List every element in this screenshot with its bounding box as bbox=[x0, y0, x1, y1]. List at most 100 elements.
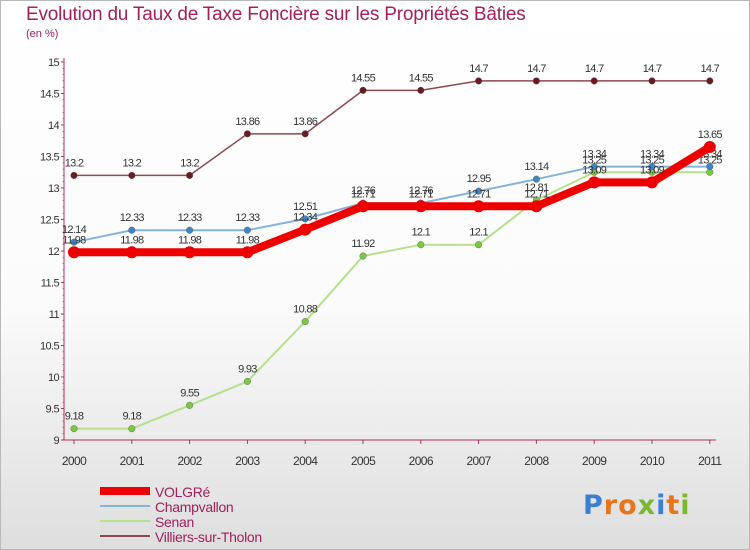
data-point-senan bbox=[301, 318, 309, 326]
data-point-champvallon bbox=[590, 163, 598, 171]
data-label-volgr-: 12.71 bbox=[524, 188, 549, 200]
y-tick-label: 10 bbox=[48, 372, 60, 384]
data-point-senan bbox=[70, 425, 78, 433]
data-point-volgr- bbox=[530, 200, 543, 213]
data-label-champvallon: 12.14 bbox=[62, 224, 87, 236]
data-point-volgr- bbox=[472, 200, 485, 213]
data-label-champvallon: 12.33 bbox=[178, 212, 203, 224]
data-label-senan: 12.1 bbox=[469, 227, 488, 239]
series-line-villiers-sur-tholon bbox=[73, 80, 711, 177]
x-tick-label: 2011 bbox=[698, 454, 722, 468]
data-point-villiers-sur-tholon bbox=[648, 77, 656, 85]
logo-letter: o bbox=[618, 490, 638, 521]
data-label-senan: 9.93 bbox=[238, 363, 257, 375]
data-label-volgr-: 11.98 bbox=[178, 234, 202, 246]
data-label-volgr-: 11.98 bbox=[236, 234, 260, 246]
y-tick-label: 10.5 bbox=[40, 341, 59, 353]
data-label-senan: 12.81 bbox=[524, 182, 549, 194]
data-label-volgr-: 13.09 bbox=[640, 164, 665, 176]
data-point-villiers-sur-tholon bbox=[417, 86, 425, 94]
data-point-volgr- bbox=[183, 246, 196, 259]
data-label-villiers-sur-tholon: 13.86 bbox=[235, 116, 260, 128]
chart-title: Evolution du Taux de Taxe Foncière sur l… bbox=[26, 4, 526, 25]
data-point-champvallon bbox=[706, 163, 714, 171]
y-tick-label: 13.5 bbox=[40, 152, 59, 164]
data-label-senan: 9.18 bbox=[122, 411, 141, 423]
data-point-villiers-sur-tholon bbox=[590, 77, 598, 85]
data-label-villiers-sur-tholon: 13.2 bbox=[65, 157, 84, 169]
data-label-champvallon: 12.33 bbox=[120, 212, 145, 224]
data-point-senan bbox=[243, 377, 251, 385]
series-line-senan bbox=[73, 171, 711, 430]
legend-swatch-champvallon bbox=[100, 505, 150, 507]
y-tick-label: 13 bbox=[48, 183, 60, 195]
data-label-senan: 13.25 bbox=[698, 154, 723, 166]
series-line-volgr- bbox=[70, 143, 714, 257]
chart-unit: (en %) bbox=[26, 28, 59, 40]
data-label-volgr-: 12.71 bbox=[467, 188, 492, 200]
data-label-villiers-sur-tholon: 14.7 bbox=[643, 63, 662, 75]
legend-label-villiers: Villiers-sur-Tholon bbox=[155, 529, 262, 545]
data-point-champvallon bbox=[186, 226, 194, 234]
data-point-champvallon bbox=[70, 238, 78, 246]
data-label-villiers-sur-tholon: 13.2 bbox=[122, 157, 141, 169]
data-label-volgr-: 13.65 bbox=[698, 129, 723, 141]
x-tick-label: 2001 bbox=[120, 454, 145, 468]
data-label-volgr-: 13.09 bbox=[582, 164, 607, 176]
data-point-champvallon bbox=[648, 163, 656, 171]
data-label-senan: 13.25 bbox=[582, 154, 607, 166]
data-point-villiers-sur-tholon bbox=[706, 77, 714, 85]
data-label-champvallon: 12.76 bbox=[409, 185, 434, 197]
data-label-villiers-sur-tholon: 14.55 bbox=[351, 72, 376, 84]
data-point-senan bbox=[475, 241, 483, 249]
data-point-volgr- bbox=[588, 176, 601, 189]
logo-letter: i bbox=[680, 490, 691, 521]
x-tick-label: 2008 bbox=[524, 454, 549, 468]
data-label-villiers-sur-tholon: 14.7 bbox=[469, 63, 488, 75]
logo-letter: P bbox=[583, 490, 604, 521]
data-point-senan bbox=[359, 252, 367, 260]
data-point-villiers-sur-tholon bbox=[128, 171, 136, 179]
data-point-villiers-sur-tholon bbox=[186, 171, 194, 179]
x-tick-label: 2005 bbox=[351, 454, 376, 468]
logo-letter: t bbox=[666, 490, 681, 521]
data-label-champvallon: 12.95 bbox=[467, 173, 492, 185]
data-point-villiers-sur-tholon bbox=[475, 77, 483, 85]
x-tick-label: 2009 bbox=[582, 454, 607, 468]
data-point-volgr- bbox=[414, 200, 427, 213]
y-tick-label: 14 bbox=[48, 120, 60, 132]
y-tick-label: 11.5 bbox=[41, 278, 60, 290]
x-tick-label: 2003 bbox=[235, 454, 260, 468]
data-point-volgr- bbox=[646, 176, 658, 189]
logo-letter: i bbox=[656, 490, 667, 521]
data-point-champvallon bbox=[532, 175, 540, 183]
data-point-villiers-sur-tholon bbox=[70, 171, 78, 179]
data-point-champvallon bbox=[128, 226, 136, 234]
legend-swatch-senan bbox=[100, 520, 150, 522]
data-label-champvallon: 12.33 bbox=[235, 212, 260, 224]
data-point-villiers-sur-tholon bbox=[243, 130, 251, 138]
data-point-volgr- bbox=[299, 223, 312, 236]
y-tick-label: 12.5 bbox=[40, 215, 59, 227]
data-point-champvallon bbox=[301, 215, 309, 223]
data-point-villiers-sur-tholon bbox=[532, 77, 540, 85]
data-label-volgr-: 12.34 bbox=[293, 212, 318, 224]
data-label-villiers-sur-tholon: 14.7 bbox=[527, 63, 546, 75]
legend-label-senan: Senan bbox=[155, 514, 194, 530]
data-label-villiers-sur-tholon: 14.7 bbox=[700, 63, 719, 75]
y-tick-label: 12 bbox=[48, 246, 60, 258]
data-label-villiers-sur-tholon: 14.55 bbox=[409, 72, 434, 84]
data-label-senan: 11.92 bbox=[351, 238, 375, 250]
y-tick-label: 15 bbox=[48, 57, 60, 69]
data-label-villiers-sur-tholon: 13.86 bbox=[293, 116, 318, 128]
proxiti-logo: Proxiti bbox=[583, 490, 691, 521]
x-tick-label: 2002 bbox=[177, 454, 202, 468]
data-label-senan: 13.25 bbox=[640, 154, 665, 166]
data-label-volgr-: 12.71 bbox=[409, 188, 434, 200]
y-tick-label: 14.5 bbox=[40, 89, 59, 101]
data-label-volgr-: 11.98 bbox=[120, 234, 144, 246]
x-tick-label: 2010 bbox=[640, 454, 665, 468]
data-label-volgr-: 11.98 bbox=[62, 234, 86, 246]
